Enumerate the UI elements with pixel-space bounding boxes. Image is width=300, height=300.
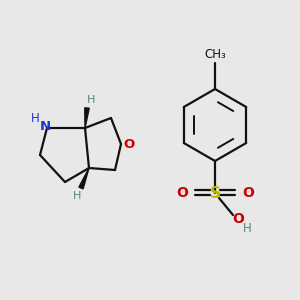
Text: H: H: [31, 112, 39, 124]
Polygon shape: [85, 108, 89, 128]
Text: N: N: [39, 121, 51, 134]
Text: H: H: [73, 191, 81, 201]
Text: H: H: [87, 95, 95, 105]
Text: S: S: [209, 185, 220, 200]
Text: O: O: [232, 212, 244, 226]
Text: O: O: [242, 186, 254, 200]
Text: H: H: [243, 223, 251, 236]
Polygon shape: [79, 168, 89, 189]
Text: O: O: [176, 186, 188, 200]
Text: CH₃: CH₃: [204, 49, 226, 62]
Text: O: O: [123, 137, 135, 151]
